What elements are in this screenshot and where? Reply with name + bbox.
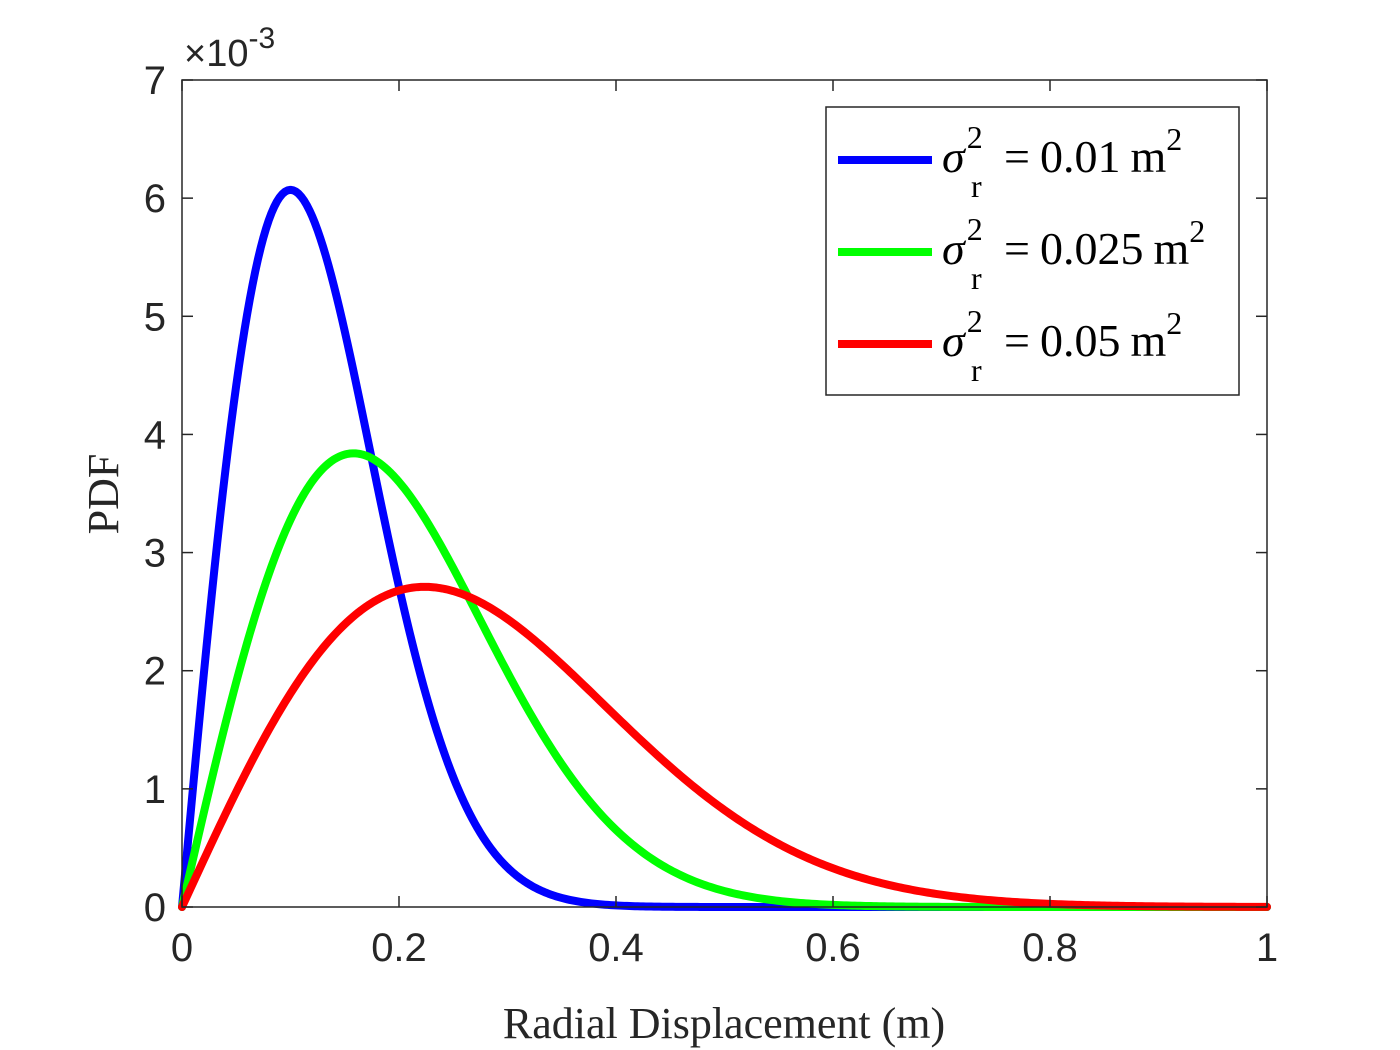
x-axis-title: Radial Displacement (m) (503, 999, 945, 1048)
y-exponent-prefix: × (184, 33, 206, 75)
legend-label-2-eq: = (1004, 315, 1030, 366)
legend-label-2-unit: m (1130, 315, 1166, 366)
legend-label-1-eq: = (1004, 223, 1030, 274)
legend-label-0-sub: r (971, 168, 982, 204)
y-axis-title: PDF (79, 454, 128, 535)
y-tick-label-0: 0 (144, 886, 166, 930)
y-tick-label-6: 6 (144, 177, 166, 221)
y-exponent-base: 10 (206, 33, 248, 75)
y-tick-label-5: 5 (144, 295, 166, 339)
legend-label-1-unit-sup: 2 (1189, 213, 1205, 249)
legend-label-2-value: 0.05 (1040, 315, 1121, 366)
x-tick-labels: 0 0.2 0.4 0.6 0.8 1 (171, 926, 1278, 970)
legend-label-0-sup: 2 (967, 119, 983, 155)
legend: σ2 r= 0.01 m2 σ2 r= 0.025 m2 σ2 r= 0.05 m2 (825, 106, 1240, 396)
legend-label-0-unit-sup: 2 (1166, 121, 1182, 157)
legend-label-2-symbol: σ (942, 315, 967, 366)
legend-label-2: σ2 r= 0.05 m2 (942, 303, 1182, 388)
y-tick-label-2: 2 (144, 650, 166, 694)
y-tick-labels: 0 1 2 3 4 5 6 7 (144, 59, 166, 930)
y-tick-label-7: 7 (144, 59, 166, 103)
legend-label-1-value: 0.025 (1040, 223, 1144, 274)
legend-label-1-unit: m (1153, 223, 1189, 274)
legend-label-0-eq: = (1004, 131, 1030, 182)
legend-label-1-symbol: σ (942, 223, 967, 274)
x-tick-label-5: 1 (1256, 926, 1278, 970)
y-tick-label-1: 1 (144, 768, 166, 812)
legend-label-0-unit: m (1130, 131, 1166, 182)
x-tick-label-2: 0.4 (588, 926, 644, 970)
series-line-2 (178, 582, 1271, 911)
legend-label-2-unit-sup: 2 (1166, 305, 1182, 341)
legend-label-0-value: 0.01 (1040, 131, 1121, 182)
legend-label-1-sub: r (971, 260, 982, 296)
legend-entry-0: σ2 r= 0.01 m2 (838, 119, 1182, 204)
axes-box (181, 79, 1268, 908)
ticks-layer (181, 79, 1268, 908)
legend-label-0-symbol: σ (942, 131, 967, 182)
legend-entry-2: σ2 r= 0.05 m2 (838, 303, 1182, 388)
y-tick-label-3: 3 (144, 532, 166, 576)
legend-label-2-sup: 2 (967, 303, 983, 339)
legend-label-2-sub: r (971, 352, 982, 388)
y-exponent-label: ×10-3 (184, 22, 275, 75)
legend-label-1-sup: 2 (967, 211, 983, 247)
x-tick-label-4: 0.8 (1022, 926, 1078, 970)
x-tick-label-1: 0.2 (371, 926, 427, 970)
y-exponent-power: -3 (248, 22, 275, 55)
x-tick-label-3: 0.6 (805, 926, 861, 970)
legend-label-0: σ2 r= 0.01 m2 (942, 119, 1182, 204)
legend-entry-1: σ2 r= 0.025 m2 (838, 211, 1205, 296)
legend-label-1: σ2 r= 0.025 m2 (942, 211, 1205, 296)
y-tick-label-4: 4 (144, 413, 166, 457)
x-tick-label-0: 0 (171, 926, 193, 970)
